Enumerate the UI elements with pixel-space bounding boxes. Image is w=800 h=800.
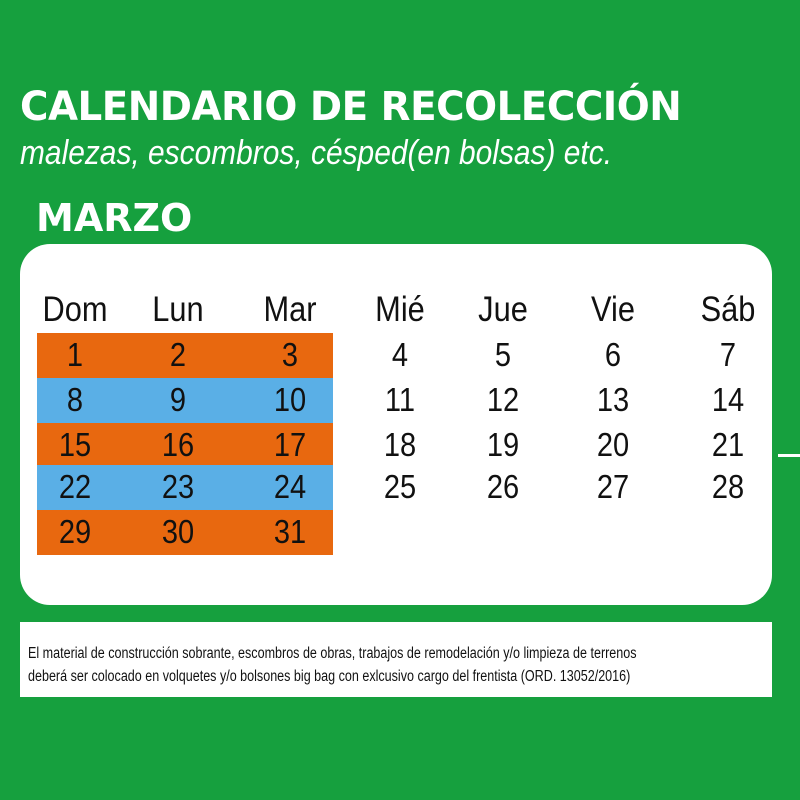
highlight-band xyxy=(37,510,333,555)
day-cell: 12 xyxy=(486,381,520,418)
weekday-header: Vie xyxy=(591,290,635,329)
day-cell: 15 xyxy=(58,426,92,463)
day-cell: 4 xyxy=(391,336,409,373)
day-cell: 14 xyxy=(711,381,745,418)
highlight-band xyxy=(37,378,333,423)
day-cell: 6 xyxy=(604,336,622,373)
day-cell: 20 xyxy=(596,426,630,463)
page-subtitle: malezas, escombros, césped(en bolsas) et… xyxy=(20,134,613,172)
note-box: El material de construcción sobrante, es… xyxy=(20,622,772,697)
day-cell: 24 xyxy=(273,468,307,505)
day-cell: 9 xyxy=(169,381,187,418)
highlight-band xyxy=(37,423,333,465)
month-label: MARZO xyxy=(36,196,193,240)
day-cell: 21 xyxy=(711,426,745,463)
day-cell: 16 xyxy=(161,426,195,463)
day-cell: 22 xyxy=(58,468,92,505)
day-cell: 28 xyxy=(711,468,745,505)
day-cell: 10 xyxy=(273,381,307,418)
day-cell: 25 xyxy=(383,468,417,505)
highlight-band xyxy=(37,333,333,378)
day-cell: 26 xyxy=(486,468,520,505)
day-cell: 27 xyxy=(596,468,630,505)
weekday-header: Mar xyxy=(263,290,317,329)
day-cell: 2 xyxy=(169,336,187,373)
decorative-line xyxy=(778,454,800,457)
weekday-header: Lun xyxy=(152,290,204,329)
day-cell: 31 xyxy=(273,513,307,550)
day-cell: 30 xyxy=(161,513,195,550)
weekday-header: Dom xyxy=(42,290,108,329)
day-cell: 13 xyxy=(596,381,630,418)
day-cell: 5 xyxy=(494,336,512,373)
highlight-band xyxy=(37,465,333,510)
note-line-1: El material de construcción sobrante, es… xyxy=(28,645,637,662)
day-cell: 8 xyxy=(66,381,84,418)
weekday-header: Sáb xyxy=(700,290,756,329)
day-cell: 11 xyxy=(384,381,416,418)
day-cell: 29 xyxy=(58,513,92,550)
weekday-header: Mié xyxy=(375,290,425,329)
day-cell: 1 xyxy=(66,336,84,373)
day-cell: 19 xyxy=(486,426,520,463)
note-line-2: deberá ser colocado en volquetes y/o bol… xyxy=(28,668,631,685)
day-cell: 23 xyxy=(161,468,195,505)
day-cell: 3 xyxy=(281,336,299,373)
day-cell: 17 xyxy=(273,426,307,463)
day-cell: 18 xyxy=(383,426,417,463)
weekday-header: Jue xyxy=(478,290,528,329)
page-title: CALENDARIO DE RECOLECCIÓN xyxy=(20,84,682,130)
day-cell: 7 xyxy=(719,336,737,373)
